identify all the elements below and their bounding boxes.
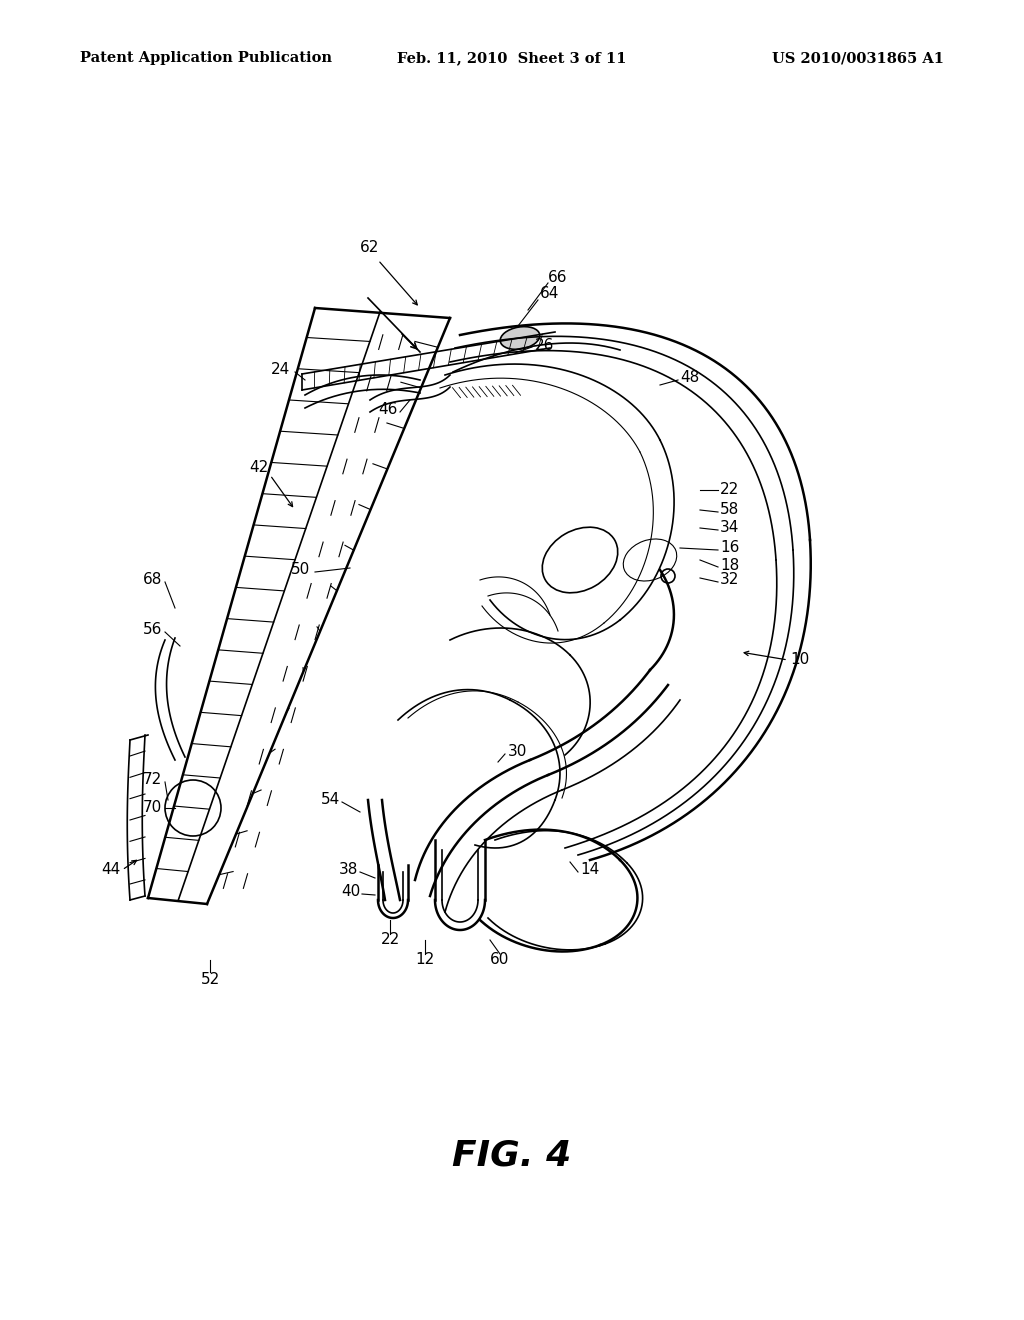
Text: 16: 16 bbox=[720, 540, 739, 556]
Text: 48: 48 bbox=[680, 371, 699, 385]
Text: 18: 18 bbox=[720, 557, 739, 573]
Text: US 2010/0031865 A1: US 2010/0031865 A1 bbox=[772, 51, 944, 65]
Text: 54: 54 bbox=[321, 792, 340, 808]
Text: 42: 42 bbox=[249, 461, 268, 475]
Text: 62: 62 bbox=[360, 240, 380, 256]
Text: 72: 72 bbox=[142, 772, 162, 788]
Ellipse shape bbox=[500, 326, 540, 350]
Text: 64: 64 bbox=[540, 286, 559, 301]
Text: 50: 50 bbox=[291, 562, 310, 578]
Text: 22: 22 bbox=[380, 932, 399, 948]
Text: Patent Application Publication: Patent Application Publication bbox=[80, 51, 332, 65]
Text: 52: 52 bbox=[201, 973, 219, 987]
Text: 58: 58 bbox=[720, 503, 739, 517]
Text: 24: 24 bbox=[270, 363, 290, 378]
Text: 56: 56 bbox=[142, 623, 162, 638]
Text: 34: 34 bbox=[720, 520, 739, 536]
Text: FIG. 4: FIG. 4 bbox=[453, 1138, 571, 1172]
Text: 40: 40 bbox=[341, 884, 360, 899]
Text: 22: 22 bbox=[720, 483, 739, 498]
Text: 26: 26 bbox=[535, 338, 554, 352]
Text: 14: 14 bbox=[580, 862, 599, 878]
Text: 32: 32 bbox=[720, 573, 739, 587]
Text: 12: 12 bbox=[416, 953, 434, 968]
Text: Feb. 11, 2010  Sheet 3 of 11: Feb. 11, 2010 Sheet 3 of 11 bbox=[397, 51, 627, 65]
Text: 68: 68 bbox=[142, 573, 162, 587]
Text: 70: 70 bbox=[142, 800, 162, 816]
Text: 60: 60 bbox=[490, 953, 510, 968]
Text: 46: 46 bbox=[379, 403, 398, 417]
Text: 30: 30 bbox=[508, 744, 527, 759]
Text: 38: 38 bbox=[339, 862, 358, 878]
Text: 10: 10 bbox=[790, 652, 809, 668]
Text: 44: 44 bbox=[100, 862, 120, 878]
Text: 66: 66 bbox=[548, 271, 567, 285]
